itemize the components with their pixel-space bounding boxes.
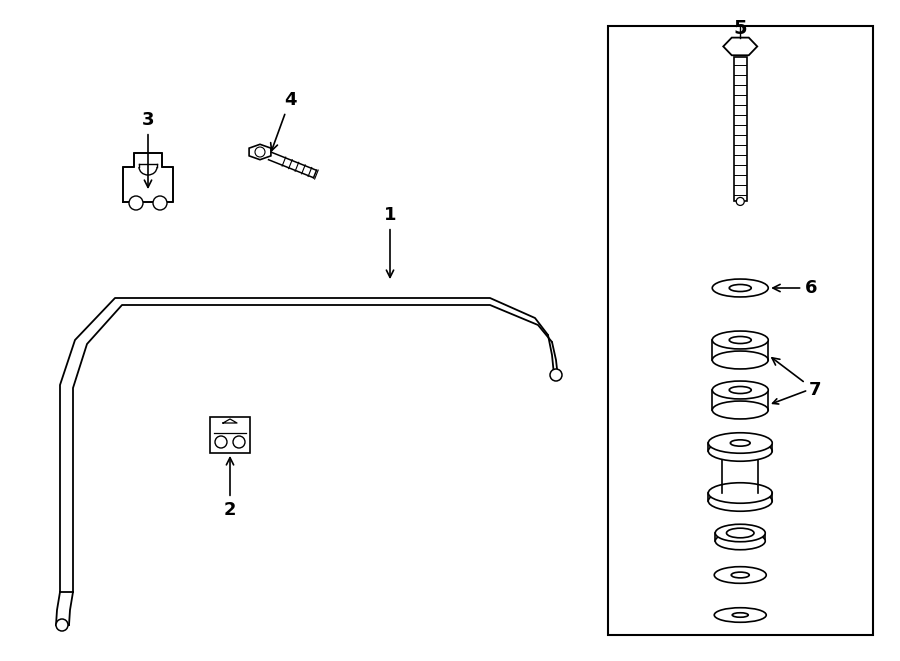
Ellipse shape: [708, 433, 772, 453]
Text: 6: 6: [773, 279, 818, 297]
Ellipse shape: [733, 613, 748, 617]
Ellipse shape: [708, 483, 772, 503]
Text: 5: 5: [734, 19, 747, 38]
Ellipse shape: [730, 440, 751, 446]
Bar: [734, 57, 747, 202]
Ellipse shape: [708, 490, 772, 511]
Polygon shape: [724, 38, 757, 56]
Text: 7: 7: [772, 358, 821, 399]
Ellipse shape: [712, 331, 769, 349]
Circle shape: [56, 619, 68, 631]
Ellipse shape: [715, 607, 766, 622]
Ellipse shape: [731, 572, 749, 578]
Polygon shape: [249, 144, 271, 160]
Ellipse shape: [715, 566, 766, 583]
Circle shape: [736, 198, 744, 206]
Text: 2: 2: [224, 457, 236, 519]
Circle shape: [215, 436, 227, 448]
Polygon shape: [123, 153, 173, 202]
Circle shape: [255, 147, 265, 157]
Bar: [210, 417, 250, 453]
Ellipse shape: [712, 381, 769, 399]
Bar: [608, 26, 873, 635]
Ellipse shape: [712, 351, 769, 369]
Ellipse shape: [729, 284, 751, 292]
Ellipse shape: [712, 401, 769, 419]
Text: 3: 3: [142, 111, 154, 187]
Ellipse shape: [729, 336, 751, 344]
Text: 1: 1: [383, 206, 396, 278]
Ellipse shape: [708, 441, 772, 461]
Text: 4: 4: [271, 91, 296, 151]
Circle shape: [550, 369, 562, 381]
Circle shape: [153, 196, 167, 210]
Ellipse shape: [729, 387, 751, 393]
Circle shape: [233, 436, 245, 448]
Ellipse shape: [712, 279, 769, 297]
Ellipse shape: [726, 528, 754, 538]
Ellipse shape: [716, 532, 765, 550]
Circle shape: [129, 196, 143, 210]
Ellipse shape: [716, 524, 765, 542]
